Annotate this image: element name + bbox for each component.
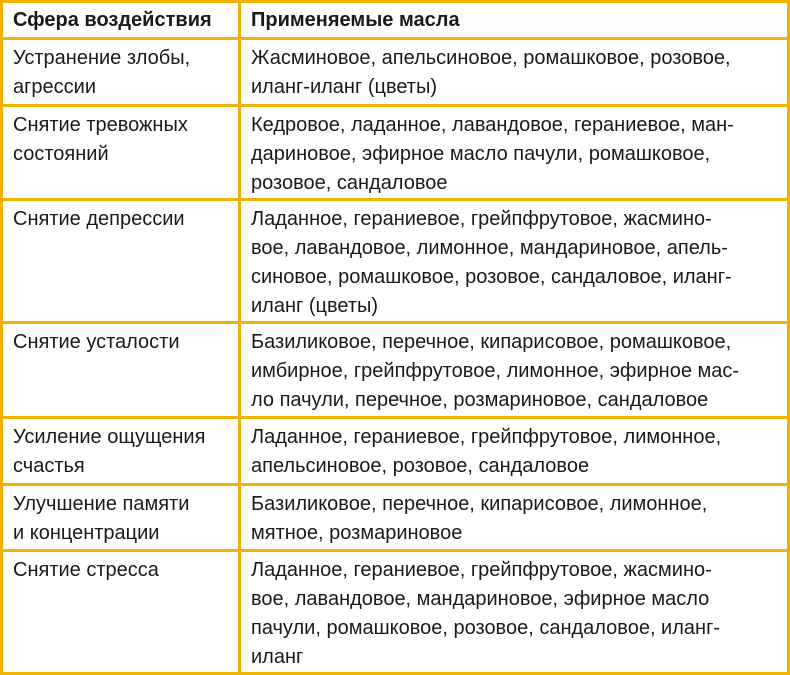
cell-line: Ладанное, гераниевое, грейпфрутовое, лим…	[251, 426, 722, 448]
header-row: Сфера воздействия Применяемые масла	[0, 0, 790, 40]
cell-line: дариновое, эфирное масло пачули, ромашко…	[251, 143, 711, 165]
oils-cell: Ладанное, гераниевое, грейпфрутовое, жас…	[238, 549, 790, 675]
effect-cell: Снятие депрессии	[0, 198, 241, 324]
cell-line: вое, лавандовое, лимонное, мандариновое,…	[251, 237, 728, 259]
cell-line: синовое, ромашковое, розовое, сандаловое…	[251, 266, 732, 288]
cell-line: Устранение злобы,	[13, 47, 191, 69]
cell-line: иланг (цветы)	[251, 295, 379, 317]
cell-line: вое, лавандовое, мандариновое, эфирное м…	[251, 588, 710, 610]
header-cell: Применяемые масла	[238, 0, 790, 40]
oils-cell: Ладанное, гераниевое, грейпфрутовое, жас…	[238, 198, 790, 324]
cell-line: Жасминовое, апельсиновое, ромашковое, ро…	[251, 47, 731, 69]
header-cell: Сфера воздействия	[0, 0, 241, 40]
table-row: Устранение злобы, агрессии Жасминовое, апе…	[0, 37, 790, 107]
cell-line: пачули, ромашковое, розовое, сандаловое,…	[251, 617, 721, 639]
cell-line: и концентрации	[13, 522, 160, 544]
oils-cell: Кедровое, ладанное, лавандовое, гераниев…	[238, 104, 790, 201]
oils-cell: Жасминовое, апельсиновое, ромашковое, ро…	[238, 37, 790, 107]
cell-line: иланг-иланг (цветы)	[251, 76, 437, 98]
cell-line: розовое, сандаловое	[251, 172, 448, 194]
table-row: Улучшение памяти и концентрации Базиликово…	[0, 483, 790, 552]
table-row: Снятие стресса Ладанное, гераниевое, грей…	[0, 549, 790, 675]
cell-line: ло пачули, перечное, розмариновое, санда…	[251, 389, 709, 411]
cell-line: Снятие депрессии	[13, 208, 185, 230]
cell-line: Улучшение памяти	[13, 493, 190, 515]
cell-line: апельсиновое, розовое, сандаловое	[251, 455, 590, 477]
cell-line: Базиликовое, перечное, кипарисовое, рома…	[251, 331, 732, 353]
effect-cell: Усиление ощущения счастья	[0, 416, 241, 486]
oils-cell: Базиликовое, перечное, кипарисовое, рома…	[238, 321, 790, 419]
cell-line: счастья	[13, 455, 85, 477]
table-row: Снятие тревожных состояний Кедровое, ладан…	[0, 104, 790, 201]
cell-line: Снятие усталости	[13, 331, 180, 353]
effect-cell: Устранение злобы, агрессии	[0, 37, 241, 107]
oils-cell: Базиликовое, перечное, кипарисовое, лимо…	[238, 483, 790, 552]
effect-cell: Снятие тревожных состояний	[0, 104, 241, 201]
cell-line: агрессии	[13, 76, 97, 98]
cell-line: состояний	[13, 143, 109, 165]
cell-line: Ладанное, гераниевое, грейпфрутовое, жас…	[251, 559, 712, 581]
cell-line: иланг	[251, 646, 304, 668]
cell-line: Кедровое, ладанное, лавандовое, гераниев…	[251, 114, 734, 136]
effect-cell: Снятие усталости	[0, 321, 241, 419]
table-row: Снятие депрессии Ладанное, гераниевое, гр…	[0, 198, 790, 324]
cell-line: Снятие стресса	[13, 559, 159, 581]
effect-cell: Снятие стресса	[0, 549, 241, 675]
cell-line: Ладанное, гераниевое, грейпфрутовое, жас…	[251, 208, 712, 230]
table-row: Снятие усталости Базиликовое, перечное, к…	[0, 321, 790, 419]
cell-line: имбирное, грейпфрутовое, лимонное, эфирн…	[251, 360, 740, 382]
table-row: Усиление ощущения счастья Ладанное, герани…	[0, 416, 790, 486]
cell-line: Усиление ощущения	[13, 426, 206, 448]
oils-cell: Ладанное, гераниевое, грейпфрутовое, лим…	[238, 416, 790, 486]
cell-line: Базиликовое, перечное, кипарисовое, лимо…	[251, 493, 708, 515]
effect-cell: Улучшение памяти и концентрации	[0, 483, 241, 552]
cell-line: мятное, розмариновое	[251, 522, 463, 544]
cell-line: Снятие тревожных	[13, 114, 188, 136]
